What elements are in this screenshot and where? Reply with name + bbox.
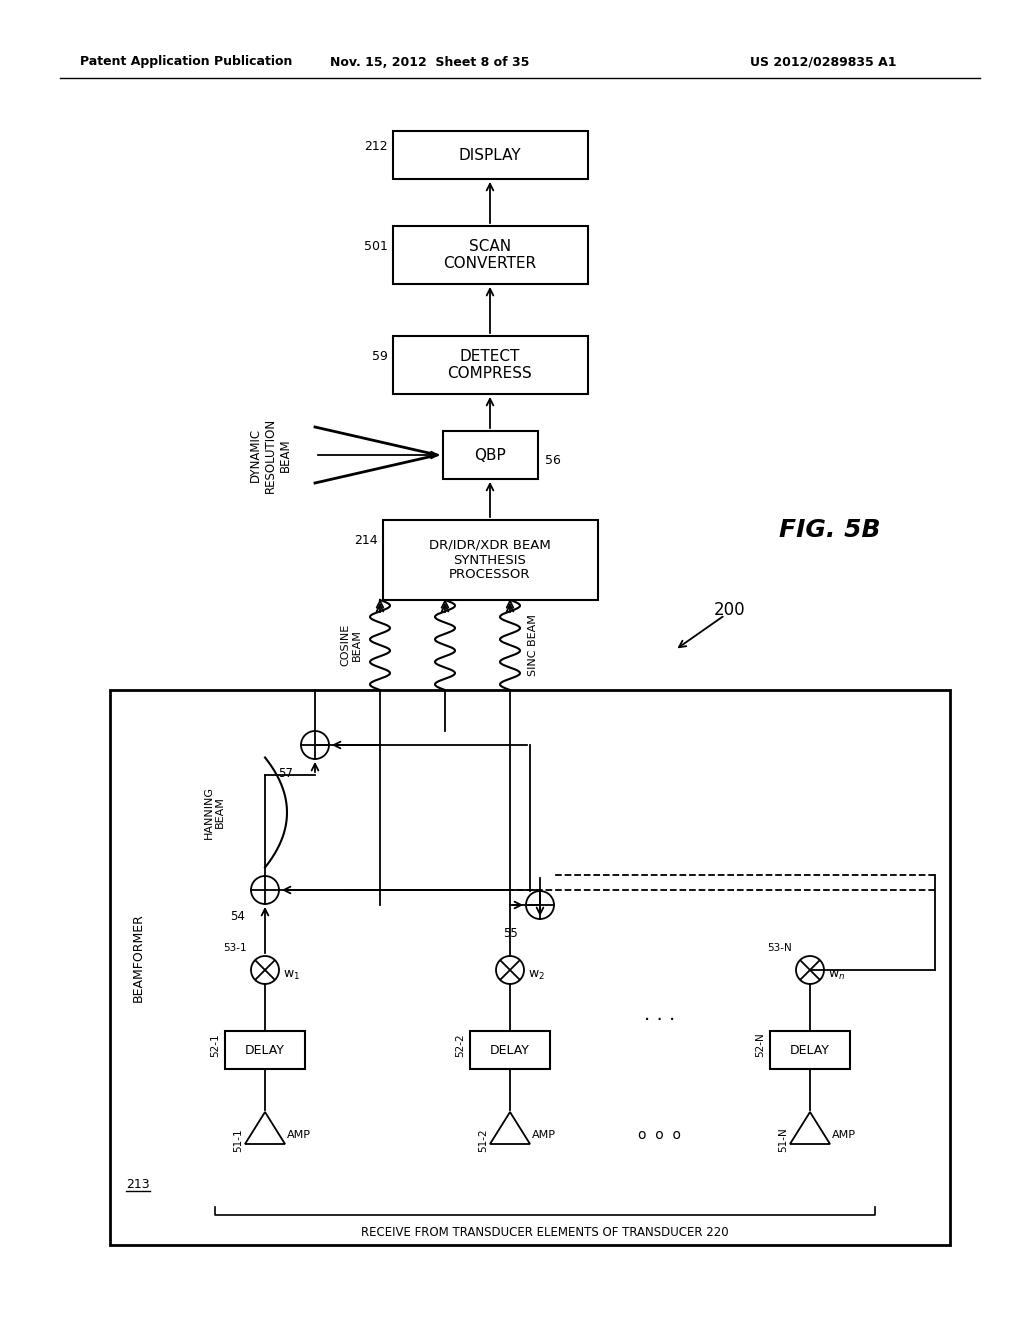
Text: 52-2: 52-2 (455, 1034, 465, 1057)
Text: 57: 57 (279, 767, 293, 780)
Text: AMP: AMP (287, 1130, 311, 1140)
Bar (110, 690, 950, 1245)
Text: QBP: QBP (474, 447, 506, 462)
Bar (470, 1031, 550, 1069)
Bar (442, 432, 538, 479)
Text: 52-N: 52-N (755, 1032, 765, 1057)
Text: AMP: AMP (532, 1130, 556, 1140)
Text: 501: 501 (364, 240, 387, 253)
Text: Patent Application Publication: Patent Application Publication (80, 55, 293, 69)
Text: 213: 213 (126, 1179, 150, 1192)
Text: w$_n$: w$_n$ (828, 969, 845, 982)
Text: Nov. 15, 2012  Sheet 8 of 35: Nov. 15, 2012 Sheet 8 of 35 (331, 55, 529, 69)
Text: US 2012/0289835 A1: US 2012/0289835 A1 (750, 55, 896, 69)
Text: DISPLAY: DISPLAY (459, 148, 521, 162)
Text: o  o  o: o o o (639, 1129, 682, 1142)
Text: 52-1: 52-1 (210, 1034, 220, 1057)
Text: . . .: . . . (644, 1006, 676, 1024)
Text: 51-2: 51-2 (478, 1129, 488, 1152)
Text: BEAMFORMER: BEAMFORMER (131, 913, 144, 1002)
Text: 55: 55 (503, 927, 518, 940)
Text: DETECT
COMPRESS: DETECT COMPRESS (447, 348, 532, 381)
Text: AMP: AMP (831, 1130, 856, 1140)
Text: DELAY: DELAY (245, 1044, 285, 1056)
Text: HANNING
BEAM: HANNING BEAM (204, 785, 225, 840)
Text: 56: 56 (546, 454, 561, 466)
Text: 54: 54 (230, 909, 245, 923)
Text: w$_2$: w$_2$ (528, 969, 545, 982)
Text: SCAN
CONVERTER: SCAN CONVERTER (443, 239, 537, 271)
Bar (392, 337, 588, 393)
Text: DELAY: DELAY (490, 1044, 530, 1056)
Bar (770, 1031, 850, 1069)
Text: SINC BEAM: SINC BEAM (528, 614, 538, 676)
Text: 53-N: 53-N (767, 942, 792, 953)
Text: DR/IDR/XDR BEAM
SYNTHESIS
PROCESSOR: DR/IDR/XDR BEAM SYNTHESIS PROCESSOR (429, 539, 551, 582)
Text: 214: 214 (354, 533, 378, 546)
Text: 59: 59 (372, 351, 387, 363)
Text: RECEIVE FROM TRANSDUCER ELEMENTS OF TRANSDUCER 220: RECEIVE FROM TRANSDUCER ELEMENTS OF TRAN… (361, 1226, 729, 1239)
Text: 212: 212 (364, 140, 387, 153)
Bar (392, 226, 588, 284)
Text: 53-1: 53-1 (223, 942, 247, 953)
Text: 200: 200 (714, 601, 745, 619)
Text: DYNAMIC
RESOLUTION
BEAM: DYNAMIC RESOLUTION BEAM (249, 417, 292, 492)
Text: COSINE
BEAM: COSINE BEAM (340, 624, 362, 667)
Text: FIG. 5B: FIG. 5B (779, 517, 881, 543)
Bar (392, 131, 588, 180)
Text: 51-1: 51-1 (233, 1129, 243, 1152)
Bar (225, 1031, 305, 1069)
Bar (383, 520, 597, 601)
Text: w$_1$: w$_1$ (283, 969, 300, 982)
Text: DELAY: DELAY (791, 1044, 829, 1056)
Text: 51-N: 51-N (778, 1127, 788, 1152)
